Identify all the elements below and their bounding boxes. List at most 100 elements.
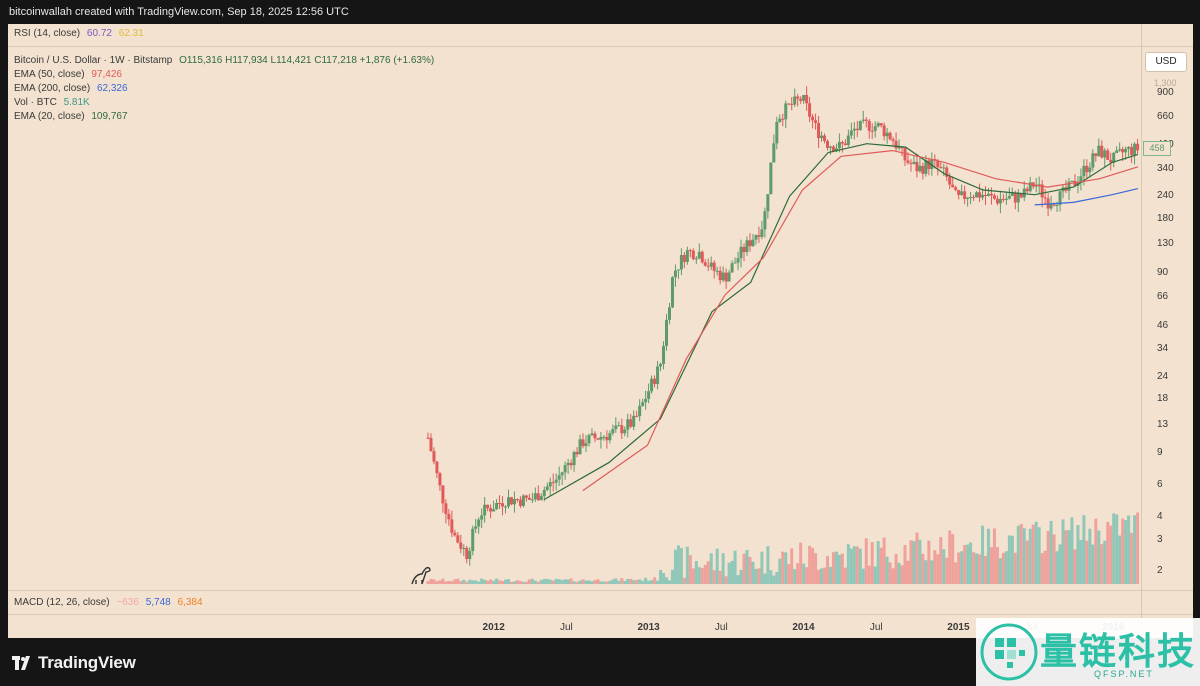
- candle-body: [512, 498, 516, 505]
- candle-body: [533, 493, 537, 500]
- candle-body: [891, 139, 895, 141]
- volume-bar: [560, 580, 564, 584]
- candle-body: [602, 436, 606, 438]
- candle-body: [450, 519, 454, 533]
- ema50-label: EMA (50, close): [14, 69, 85, 80]
- candle-body: [766, 194, 770, 212]
- volume-bar: [751, 561, 755, 584]
- volume-bar: [536, 581, 540, 584]
- volume-bar: [459, 581, 463, 584]
- candle-body: [1040, 184, 1044, 198]
- candle-body: [444, 503, 448, 514]
- candle-body: [834, 148, 838, 152]
- volume-bar: [1100, 544, 1104, 584]
- price-axis-label: 34: [1157, 343, 1169, 355]
- volume-bar: [426, 581, 430, 584]
- candle-body: [942, 167, 946, 169]
- volume-bar: [1049, 520, 1053, 584]
- candle-body: [611, 429, 615, 434]
- volume-bar: [521, 581, 525, 584]
- volume-bar: [530, 578, 534, 584]
- candle-body: [629, 419, 633, 427]
- candle-body: [462, 547, 466, 549]
- candle-body: [945, 167, 949, 177]
- candle-body: [790, 103, 794, 105]
- candle-body: [656, 366, 660, 384]
- volume-bar: [909, 540, 913, 584]
- candle-body: [748, 240, 752, 247]
- time-axis-separator: [8, 614, 1193, 615]
- rsi-label: RSI (14, close): [14, 28, 81, 39]
- candle-body: [1121, 149, 1125, 153]
- volume-bar: [781, 551, 785, 584]
- volume-bar: [760, 551, 764, 584]
- volume-bar: [605, 581, 609, 584]
- volume-bar: [998, 558, 1002, 584]
- volume-bar: [676, 545, 680, 584]
- candle-body: [527, 497, 531, 500]
- candle-body: [509, 497, 513, 505]
- candle-body: [569, 462, 573, 466]
- volume-bar: [939, 537, 943, 584]
- volume-bar: [766, 546, 770, 584]
- volume-bar: [837, 554, 841, 584]
- volume-bar: [608, 580, 612, 584]
- candle-body: [492, 509, 496, 512]
- candle-body: [864, 119, 868, 121]
- volume-bar: [632, 580, 636, 584]
- volume-bar: [542, 578, 546, 584]
- volume-value: 5.81K: [63, 97, 90, 108]
- symbol-title[interactable]: Bitcoin / U.S. Dollar · 1W · Bitstamp: [14, 55, 173, 66]
- volume-bar: [858, 548, 862, 584]
- candle-body: [593, 433, 597, 439]
- volume-bar: [963, 544, 967, 584]
- volume-bar: [843, 567, 847, 584]
- volume-bar: [846, 544, 850, 584]
- volume-bar: [635, 579, 639, 584]
- volume-bar: [527, 579, 531, 584]
- volume-bar: [569, 578, 573, 584]
- volume-bar: [572, 581, 576, 584]
- candle-body: [852, 128, 856, 131]
- currency-selector[interactable]: USD: [1145, 52, 1187, 72]
- volume-bar: [718, 570, 722, 584]
- volume-bar: [793, 569, 797, 584]
- volume-bar: [563, 579, 567, 584]
- volume-bar: [584, 580, 588, 584]
- candle-body: [930, 159, 934, 169]
- attribution-text: bitcoinwallah created with TradingView.c…: [9, 6, 349, 18]
- tradingview-logo[interactable]: TradingView: [12, 653, 136, 673]
- candle-body: [447, 513, 451, 520]
- volume-bar: [754, 568, 758, 584]
- volume-bar: [924, 560, 928, 584]
- candle-body: [1127, 146, 1131, 149]
- candle-body: [757, 235, 761, 237]
- volume-bar: [921, 554, 925, 584]
- candle-body: [846, 135, 850, 146]
- time-axis-label: Jul: [869, 622, 883, 633]
- candle-body: [581, 439, 585, 446]
- candle-body: [605, 436, 609, 441]
- chart-frame[interactable]: RSI (14, close) 60.72 62.31 Bitcoin / U.…: [8, 24, 1193, 638]
- candle-body: [793, 96, 797, 105]
- price-chart[interactable]: [8, 24, 1193, 638]
- price-axis-label: 24: [1157, 370, 1169, 382]
- ohlc-values: O115,316 H117,934 L114,421 C117,218 +1,8…: [179, 55, 435, 66]
- candle-body: [918, 165, 922, 172]
- ema20-label: EMA (20, close): [14, 111, 85, 122]
- candle-body: [751, 239, 755, 247]
- volume-bar: [435, 581, 439, 584]
- candle-body: [635, 415, 639, 417]
- volume-bar: [879, 547, 883, 584]
- volume-bar: [554, 578, 558, 584]
- candle-body: [688, 250, 692, 252]
- volume-bar: [512, 581, 516, 584]
- candle-body: [808, 103, 812, 117]
- time-axis-label: Jul: [560, 622, 573, 633]
- volume-bar: [501, 581, 505, 584]
- volume-bar: [697, 567, 701, 584]
- volume-bar: [724, 576, 728, 584]
- candle-body: [867, 120, 871, 131]
- candle-body: [700, 251, 704, 263]
- candle-body: [587, 435, 591, 444]
